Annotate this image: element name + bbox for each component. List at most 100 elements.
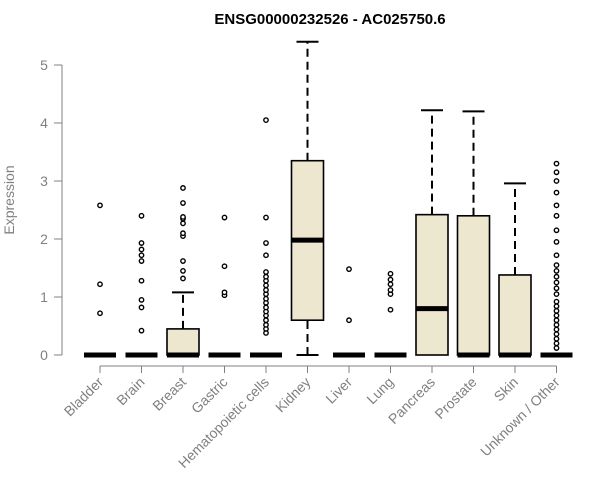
- outlier-point: [387, 306, 394, 313]
- outlier-point: [553, 335, 560, 342]
- outlier-point: [221, 263, 228, 270]
- outlier-point: [263, 214, 269, 221]
- x-tick-label: Bladder: [61, 374, 107, 420]
- box-breast: [166, 185, 200, 358]
- outlier-point: [553, 273, 560, 280]
- outlier-point: [553, 227, 560, 234]
- outlier-point: [180, 275, 186, 282]
- y-tick-label: 4: [40, 115, 48, 131]
- outlier-point: [387, 281, 394, 288]
- x-tick-label: Kidney: [272, 374, 314, 416]
- outlier-point: [553, 212, 560, 219]
- outlier-point: [553, 279, 560, 286]
- box-prostate: [456, 110, 491, 358]
- iqr-box: [456, 215, 491, 356]
- box-unknown-other: [540, 160, 573, 358]
- chart-title: ENSG00000232526 - AC025750.6: [214, 11, 445, 28]
- outlier-point: [553, 169, 560, 176]
- outlier-point: [263, 269, 269, 275]
- outlier-point: [221, 289, 228, 296]
- y-tick-label: 5: [40, 57, 48, 73]
- outlier-point: [138, 212, 145, 219]
- outlier-point: [346, 317, 352, 324]
- y-tick-label: 3: [40, 173, 48, 189]
- outlier-point: [263, 321, 269, 328]
- outlier-point: [180, 185, 186, 191]
- outlier-point: [138, 240, 145, 246]
- outlier-point: [553, 285, 560, 292]
- box-pancreas: [415, 109, 449, 356]
- outlier-point: [263, 117, 269, 124]
- outlier-point: [138, 252, 145, 259]
- outlier-point: [263, 252, 269, 259]
- outlier-point: [553, 340, 560, 347]
- outlier-point: [553, 291, 560, 297]
- outlier-point: [346, 266, 352, 273]
- outlier-point: [553, 262, 560, 268]
- outlier-point: [138, 296, 145, 303]
- iqr-box: [415, 213, 449, 356]
- outlier-point: [553, 303, 560, 310]
- y-axis: 0 1 2 3 4 5: [40, 57, 63, 363]
- outlier-point: [180, 230, 186, 237]
- outlier-point: [387, 270, 394, 277]
- outlier-point: [97, 202, 103, 209]
- y-tick-label: 1: [40, 289, 48, 305]
- outlier-point: [553, 202, 560, 209]
- outlier-point: [180, 258, 186, 264]
- outlier-point: [263, 295, 269, 302]
- outlier-point: [263, 287, 269, 293]
- box-skin: [498, 182, 532, 358]
- x-tick-label: Brain: [113, 374, 147, 408]
- outlier-point: [553, 189, 560, 196]
- y-tick-label: 0: [40, 347, 48, 363]
- outlier-point: [180, 200, 186, 206]
- x-tick-label: Prostate: [431, 374, 479, 422]
- outlier-point: [263, 317, 269, 324]
- x-tick-label: Skin: [491, 374, 522, 405]
- outlier-point: [97, 281, 103, 288]
- box-brain: [125, 212, 158, 358]
- outlier-point: [263, 273, 269, 280]
- outlier-point: [553, 331, 560, 338]
- outlier-point: [263, 282, 269, 289]
- outlier-point: [138, 327, 145, 334]
- outlier-point: [553, 326, 560, 333]
- outlier-point: [263, 304, 269, 311]
- box-liver: [333, 266, 365, 358]
- outlier-point: [138, 246, 145, 253]
- box-hematopoietic-cells: [250, 117, 282, 358]
- outlier-point: [180, 214, 186, 220]
- box-kidney: [290, 40, 325, 356]
- y-axis-label: Expression: [1, 165, 17, 234]
- outlier-point: [180, 267, 186, 274]
- outlier-point: [221, 214, 228, 221]
- x-tick-label: Liver: [322, 374, 355, 407]
- outlier-point: [553, 160, 560, 167]
- y-tick-label: 2: [40, 231, 48, 247]
- outlier-point: [553, 317, 560, 324]
- outlier-point: [97, 310, 103, 317]
- box-bladder: [84, 202, 116, 358]
- outlier-point: [553, 252, 560, 259]
- x-tick-label: Breast: [149, 374, 189, 414]
- iqr-box: [166, 328, 200, 356]
- iqr-box: [498, 274, 532, 356]
- boxes-group: [84, 40, 573, 358]
- outlier-point: [553, 312, 560, 319]
- outlier-point: [138, 304, 145, 311]
- outlier-point: [387, 287, 394, 293]
- outlier-point: [138, 258, 145, 264]
- outlier-point: [553, 267, 560, 274]
- x-tick-label: Unknown / Other: [477, 374, 563, 460]
- outlier-point: [553, 308, 560, 314]
- box-lung: [374, 270, 407, 358]
- box-gastric: [208, 214, 241, 358]
- outlier-point: [387, 276, 394, 283]
- outlier-point: [553, 345, 560, 351]
- outlier-point: [180, 220, 186, 227]
- outlier-point: [553, 238, 560, 245]
- outlier-point: [553, 321, 560, 328]
